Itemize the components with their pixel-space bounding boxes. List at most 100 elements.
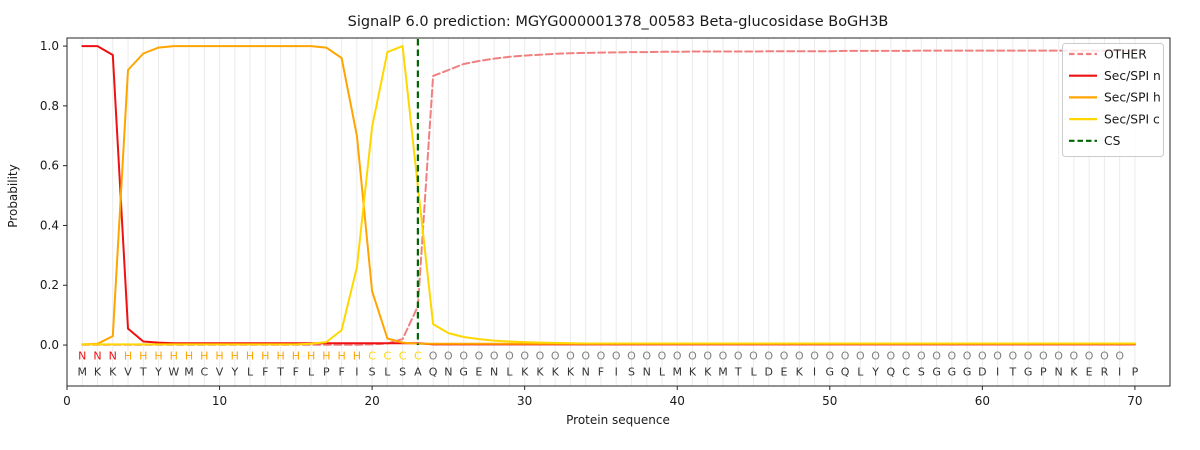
region-letter: H <box>246 350 254 363</box>
region-letter: H <box>170 350 178 363</box>
region-letter: O <box>658 350 667 363</box>
region-letter: N <box>93 350 101 363</box>
region-letter: O <box>1009 350 1018 363</box>
legend-box <box>1062 43 1164 157</box>
region-letter: C <box>399 350 407 363</box>
legend-entry-label: Sec/SPI n <box>1104 69 1161 83</box>
region-letter: H <box>124 350 132 363</box>
sequence-letter: L <box>659 366 666 379</box>
sequence-letter: G <box>826 366 835 379</box>
sequence-letter: F <box>338 366 344 379</box>
region-letter: O <box>764 350 773 363</box>
sequence-letter: N <box>643 366 651 379</box>
sequence-letter: K <box>567 366 575 379</box>
x-tick-label: 30 <box>517 394 532 408</box>
region-letter: O <box>459 350 468 363</box>
axes-spines <box>66 37 1171 387</box>
sequence-letter: E <box>781 366 788 379</box>
y-tick-label: 0.8 <box>40 99 59 113</box>
region-letter: C <box>384 350 392 363</box>
sequence-letter: C <box>200 366 208 379</box>
region-letter: O <box>475 350 484 363</box>
sequence-letter: D <box>978 366 986 379</box>
sequence-letter: N <box>490 366 498 379</box>
sequence-letter: C <box>902 366 910 379</box>
region-letter: H <box>322 350 330 363</box>
region-letter: O <box>780 350 789 363</box>
sequence-letter: T <box>734 366 742 379</box>
sequence-letter: S <box>628 366 635 379</box>
chart-title: SignalP 6.0 prediction: MGYG000001378_00… <box>348 14 889 30</box>
y-tick-label: 1.0 <box>40 39 59 53</box>
series-line-sec-spi-c <box>81 45 1136 346</box>
sequence-letter: K <box>689 366 697 379</box>
sequence-letter: S <box>369 366 376 379</box>
region-letter: O <box>993 350 1002 363</box>
sequence-letter: K <box>109 366 117 379</box>
sequence-letter: K <box>796 366 804 379</box>
region-letter: O <box>825 350 834 363</box>
series-lines <box>81 45 1136 346</box>
series-line-sec-spi-n <box>81 45 1136 346</box>
sequence-letter: Q <box>429 366 438 379</box>
region-letter: O <box>520 350 529 363</box>
y-tick-label: 0.4 <box>40 218 59 232</box>
region-letter: O <box>551 350 560 363</box>
region-letter: O <box>734 350 743 363</box>
region-letter: H <box>307 350 315 363</box>
region-letter: O <box>810 350 819 363</box>
sequence-letter: I <box>355 366 358 379</box>
sequence-letter: T <box>276 366 284 379</box>
region-letter: H <box>261 350 269 363</box>
region-letter: O <box>581 350 590 363</box>
sequence-letter: V <box>216 366 224 379</box>
region-letter: O <box>1054 350 1063 363</box>
region-letter: O <box>841 350 850 363</box>
sequence-letter: S <box>399 366 406 379</box>
sequence-letter: L <box>506 366 513 379</box>
x-tick-label: 40 <box>670 394 685 408</box>
sequence-letter: K <box>536 366 544 379</box>
sequence-letter: M <box>672 366 682 379</box>
series-line-other <box>81 49 1136 346</box>
sequence-letter: P <box>323 366 330 379</box>
sequence-letter: A <box>414 366 422 379</box>
sequence-letter: I <box>615 366 618 379</box>
legend-entry-label: CS <box>1104 134 1121 148</box>
sequence-letter: T <box>1008 366 1016 379</box>
region-letter: O <box>1085 350 1094 363</box>
sequence-letter: P <box>1040 366 1047 379</box>
sequence-letter: T <box>139 366 147 379</box>
sequence-letter: S <box>918 366 925 379</box>
region-letter: H <box>292 350 300 363</box>
sequence-letter: I <box>813 366 816 379</box>
axis-ticks: 0 10 20 30 40 50 60 70 0.0 0.2 0.4 0.6 0.8 1.0 <box>40 39 1143 408</box>
y-tick-label: 0.0 <box>40 338 59 352</box>
legend-entry-label: Sec/SPI c <box>1104 112 1160 126</box>
sequence-letter: K <box>552 366 560 379</box>
sequence-letter: K <box>704 366 712 379</box>
sequence-letter: G <box>963 366 972 379</box>
x-tick-label: 20 <box>364 394 379 408</box>
x-tick-label: 50 <box>822 394 837 408</box>
y-tick-label: 0.6 <box>40 159 59 173</box>
sequence-letter: L <box>308 366 315 379</box>
region-letter: O <box>871 350 880 363</box>
sequence-letter: Y <box>154 366 162 379</box>
sequence-letter: F <box>262 366 268 379</box>
region-letter: O <box>856 350 865 363</box>
region-letter: O <box>795 350 804 363</box>
sequence-letter: N <box>444 366 452 379</box>
sequence-letter: K <box>1070 366 1078 379</box>
sequence-letter: G <box>932 366 941 379</box>
region-letter: O <box>429 350 438 363</box>
sequence-letter: G <box>459 366 468 379</box>
sequence-letter: V <box>124 366 132 379</box>
region-letter: O <box>1024 350 1033 363</box>
region-letter: C <box>414 350 422 363</box>
region-letter: O <box>490 350 499 363</box>
region-letter: O <box>688 350 697 363</box>
region-letter: O <box>536 350 545 363</box>
